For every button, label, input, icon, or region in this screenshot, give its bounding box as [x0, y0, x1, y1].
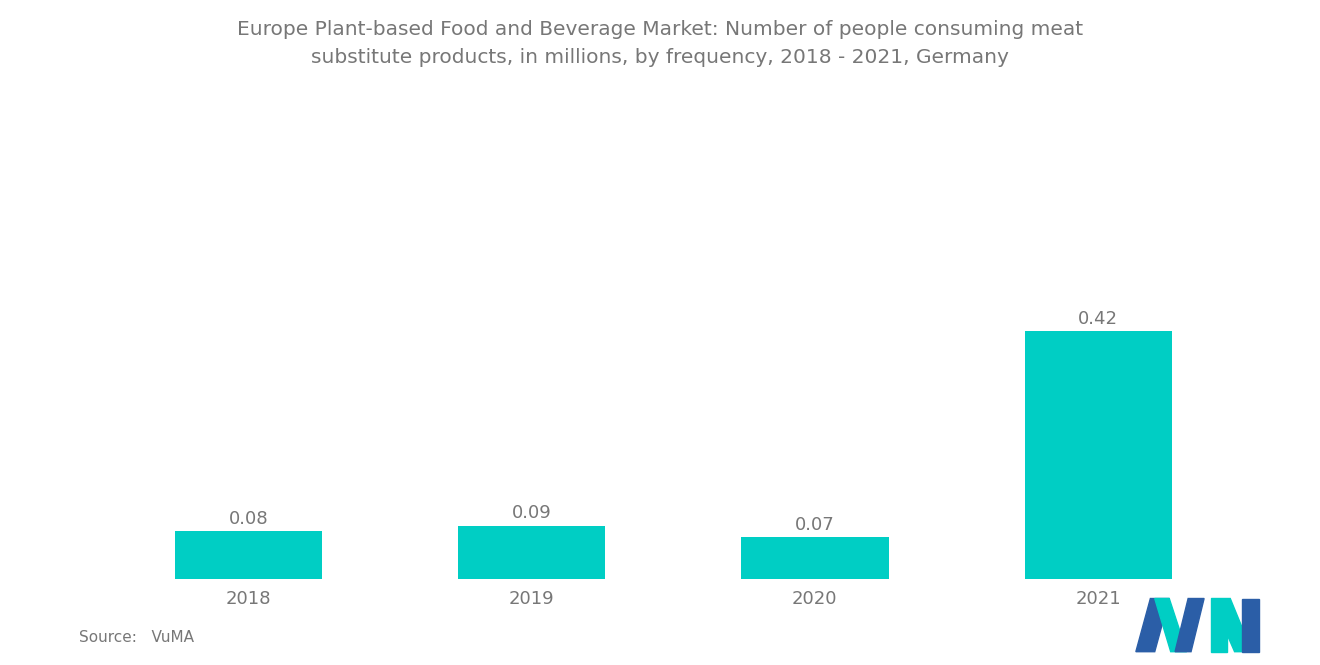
Bar [1024, 331, 1172, 579]
Polygon shape [1212, 598, 1251, 652]
Text: Europe Plant-based Food and Beverage Market: Number of people consuming meat
sub: Europe Plant-based Food and Beverage Mar… [236, 20, 1084, 67]
Polygon shape [1135, 598, 1170, 652]
Polygon shape [1212, 598, 1228, 652]
Text: 0.42: 0.42 [1078, 310, 1118, 328]
Polygon shape [1175, 598, 1204, 652]
Text: 0.08: 0.08 [228, 510, 268, 528]
Bar [458, 525, 605, 579]
Text: Source:   VuMA: Source: VuMA [79, 630, 194, 645]
Polygon shape [1155, 598, 1187, 652]
Text: 0.07: 0.07 [795, 516, 834, 534]
Bar [174, 531, 322, 579]
Text: 0.09: 0.09 [512, 504, 552, 522]
Bar [742, 537, 888, 579]
Polygon shape [1242, 598, 1259, 652]
